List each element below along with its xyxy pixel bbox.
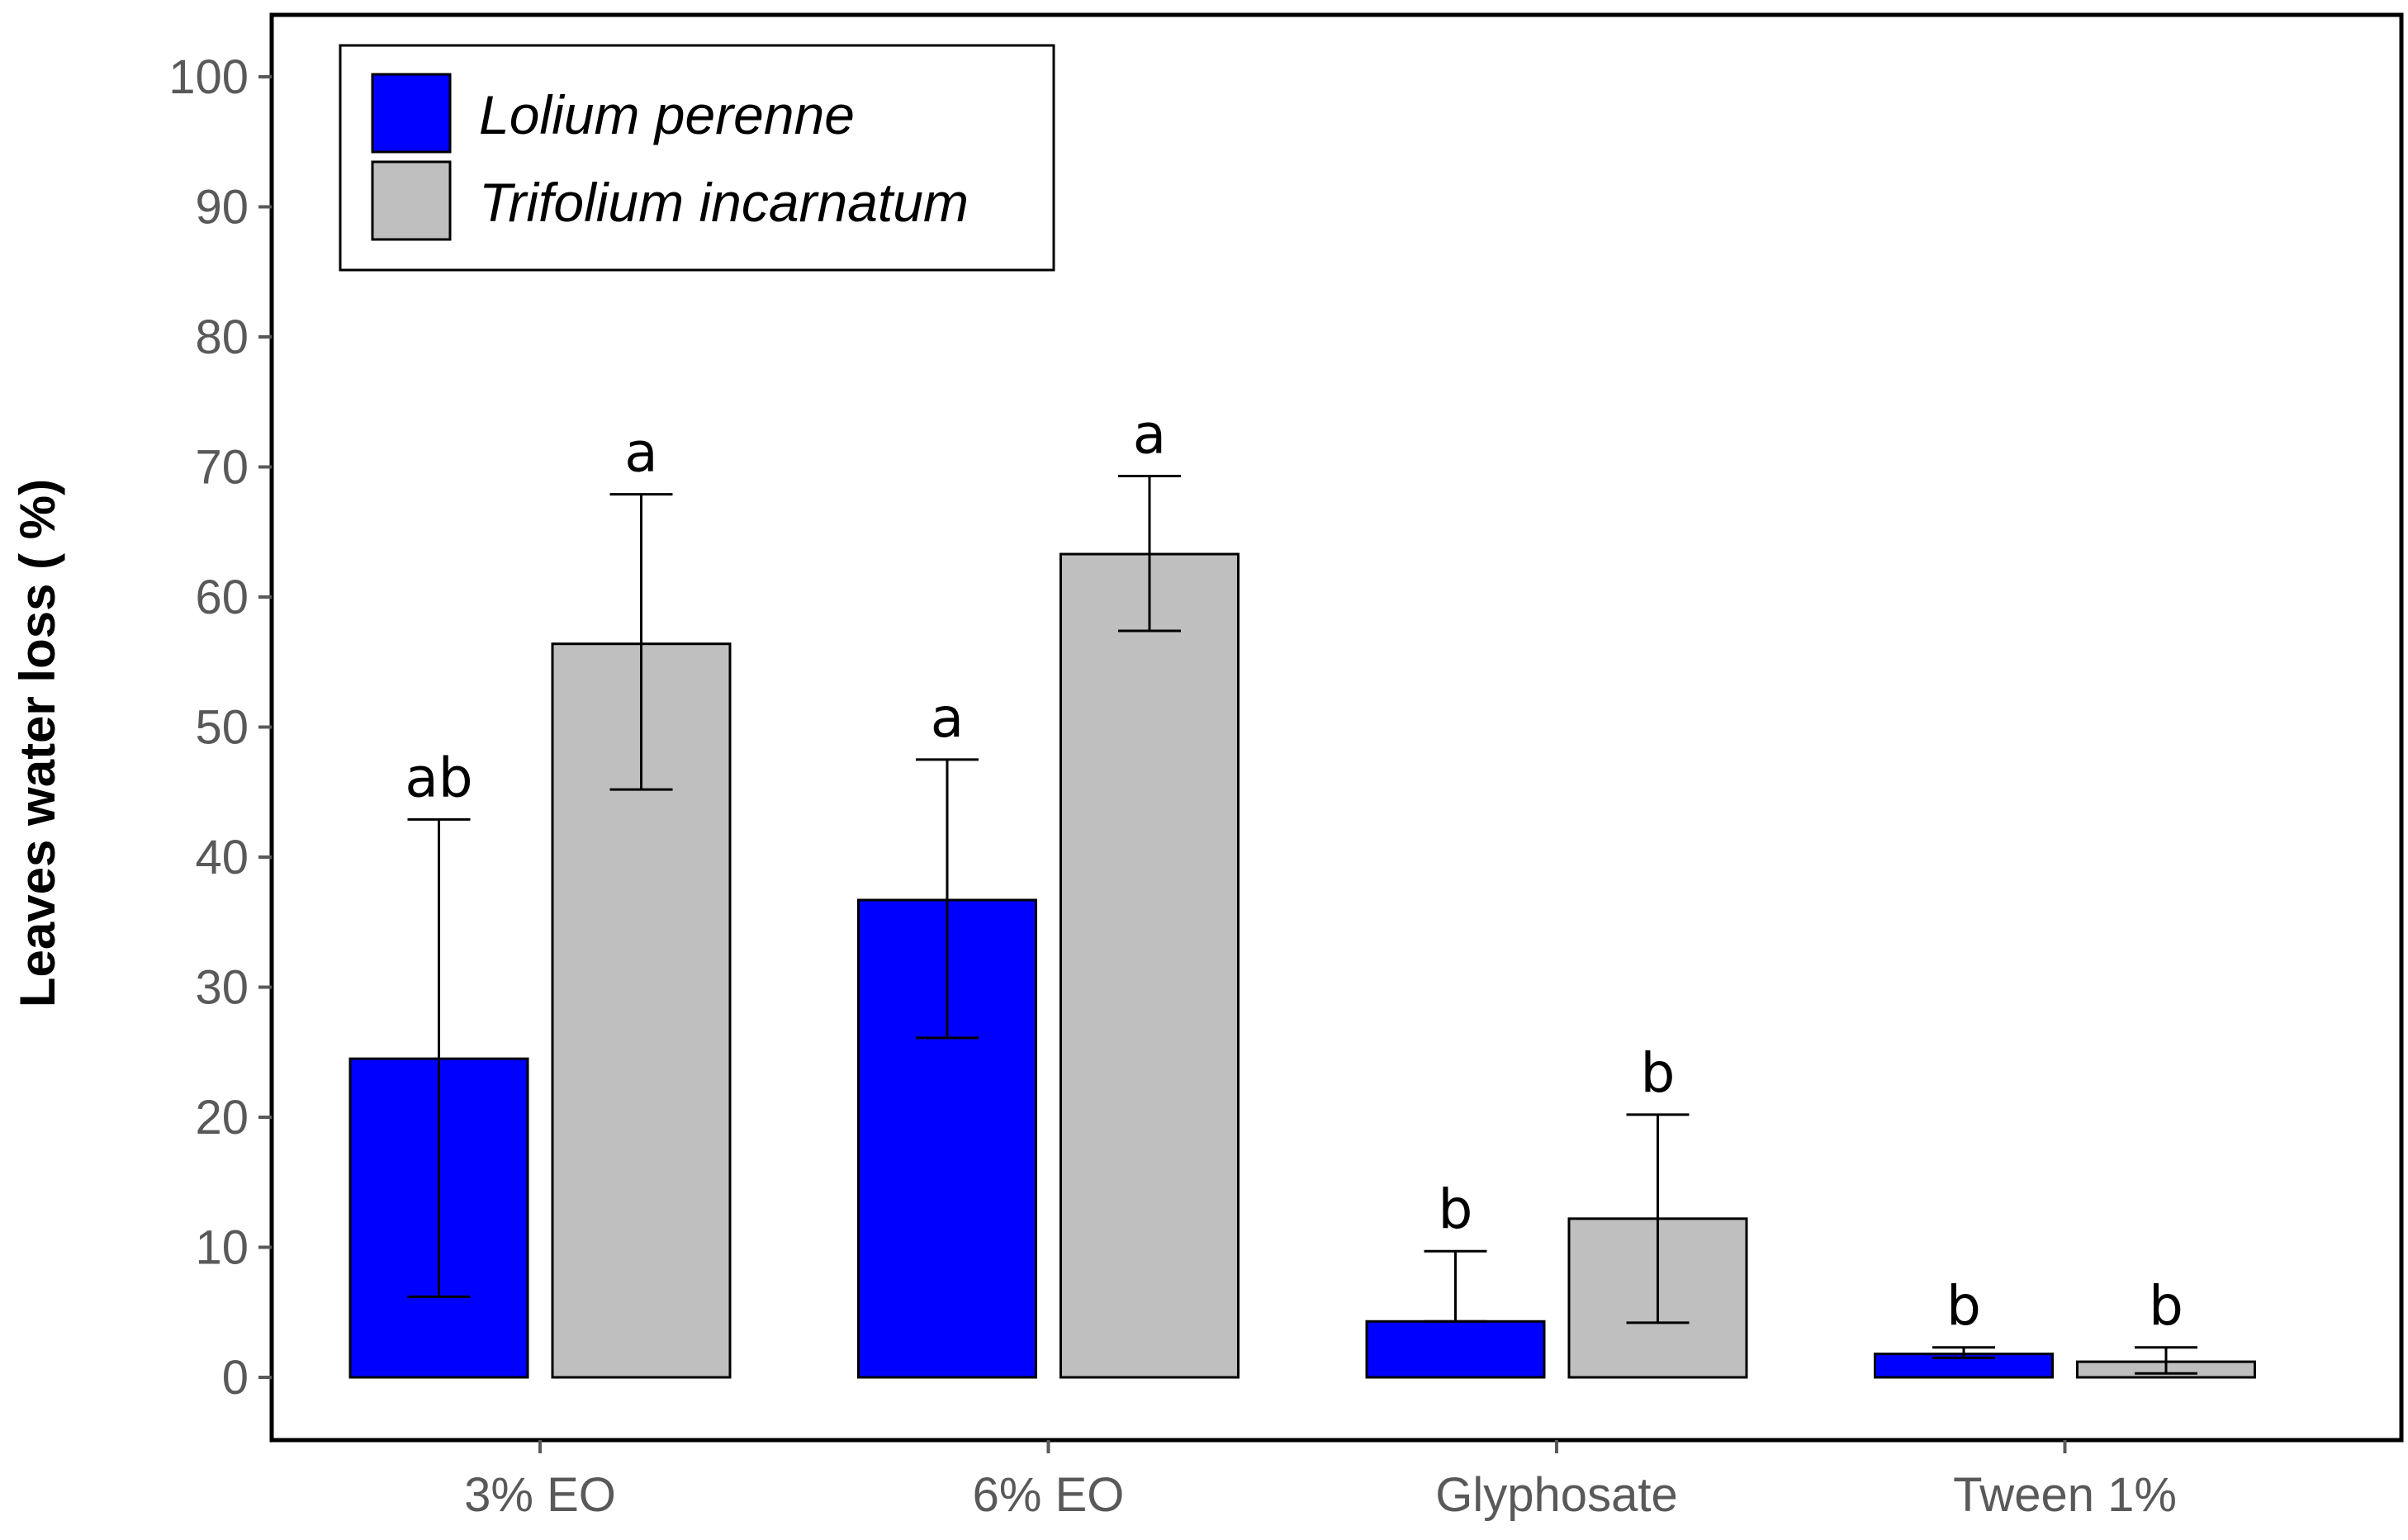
significance-label: b bbox=[1439, 1178, 1473, 1241]
legend-box bbox=[339, 44, 1055, 272]
x-axis: 3% EO 6% EO Glyphosate Tween 1% bbox=[464, 1440, 2177, 1522]
x-tick-label: Tween 1% bbox=[1953, 1468, 2177, 1522]
error-bars bbox=[407, 475, 2197, 1375]
y-tick-label: 40 bbox=[195, 831, 249, 884]
y-axis: 0 10 20 30 40 50 60 70 80 90 100 bbox=[168, 50, 272, 1405]
legend-label-lolium: Lolium perenne bbox=[479, 84, 855, 145]
significance-label: b bbox=[1946, 1274, 1981, 1338]
y-tick-label: 20 bbox=[195, 1091, 249, 1144]
significance-label: a bbox=[624, 421, 657, 485]
significance-label: ab bbox=[405, 746, 472, 809]
bar-lolium bbox=[1365, 1320, 1546, 1379]
y-tick-label: 60 bbox=[195, 571, 249, 624]
y-axis-title: Leaves water loss ( %) bbox=[10, 479, 65, 1007]
significance-label: b bbox=[1641, 1041, 1676, 1105]
y-tick-label: 80 bbox=[195, 310, 249, 364]
y-tick-label: 70 bbox=[195, 441, 249, 495]
legend-swatch-trifolium bbox=[371, 160, 452, 241]
significance-label: a bbox=[1133, 403, 1166, 467]
legend-swatch-lolium bbox=[371, 73, 452, 154]
y-tick-label: 100 bbox=[168, 50, 249, 104]
x-tick-label: 3% EO bbox=[464, 1468, 616, 1522]
y-tick-label: 30 bbox=[195, 961, 249, 1015]
legend-label-trifolium: Trifolium incarnatum bbox=[479, 172, 969, 233]
x-tick-label: 6% EO bbox=[973, 1468, 1125, 1522]
y-tick-label: 10 bbox=[195, 1221, 249, 1275]
y-tick-label: 90 bbox=[195, 181, 249, 235]
x-tick-label: Glyphosate bbox=[1435, 1468, 1677, 1522]
significance-label: b bbox=[2149, 1274, 2183, 1338]
legend: Lolium perenne Trifolium incarnatum bbox=[339, 44, 1055, 272]
y-tick-label: 50 bbox=[195, 701, 249, 755]
y-tick-label: 0 bbox=[222, 1351, 249, 1405]
bar-trifolium bbox=[1059, 552, 1240, 1379]
significance-label: a bbox=[931, 686, 964, 750]
